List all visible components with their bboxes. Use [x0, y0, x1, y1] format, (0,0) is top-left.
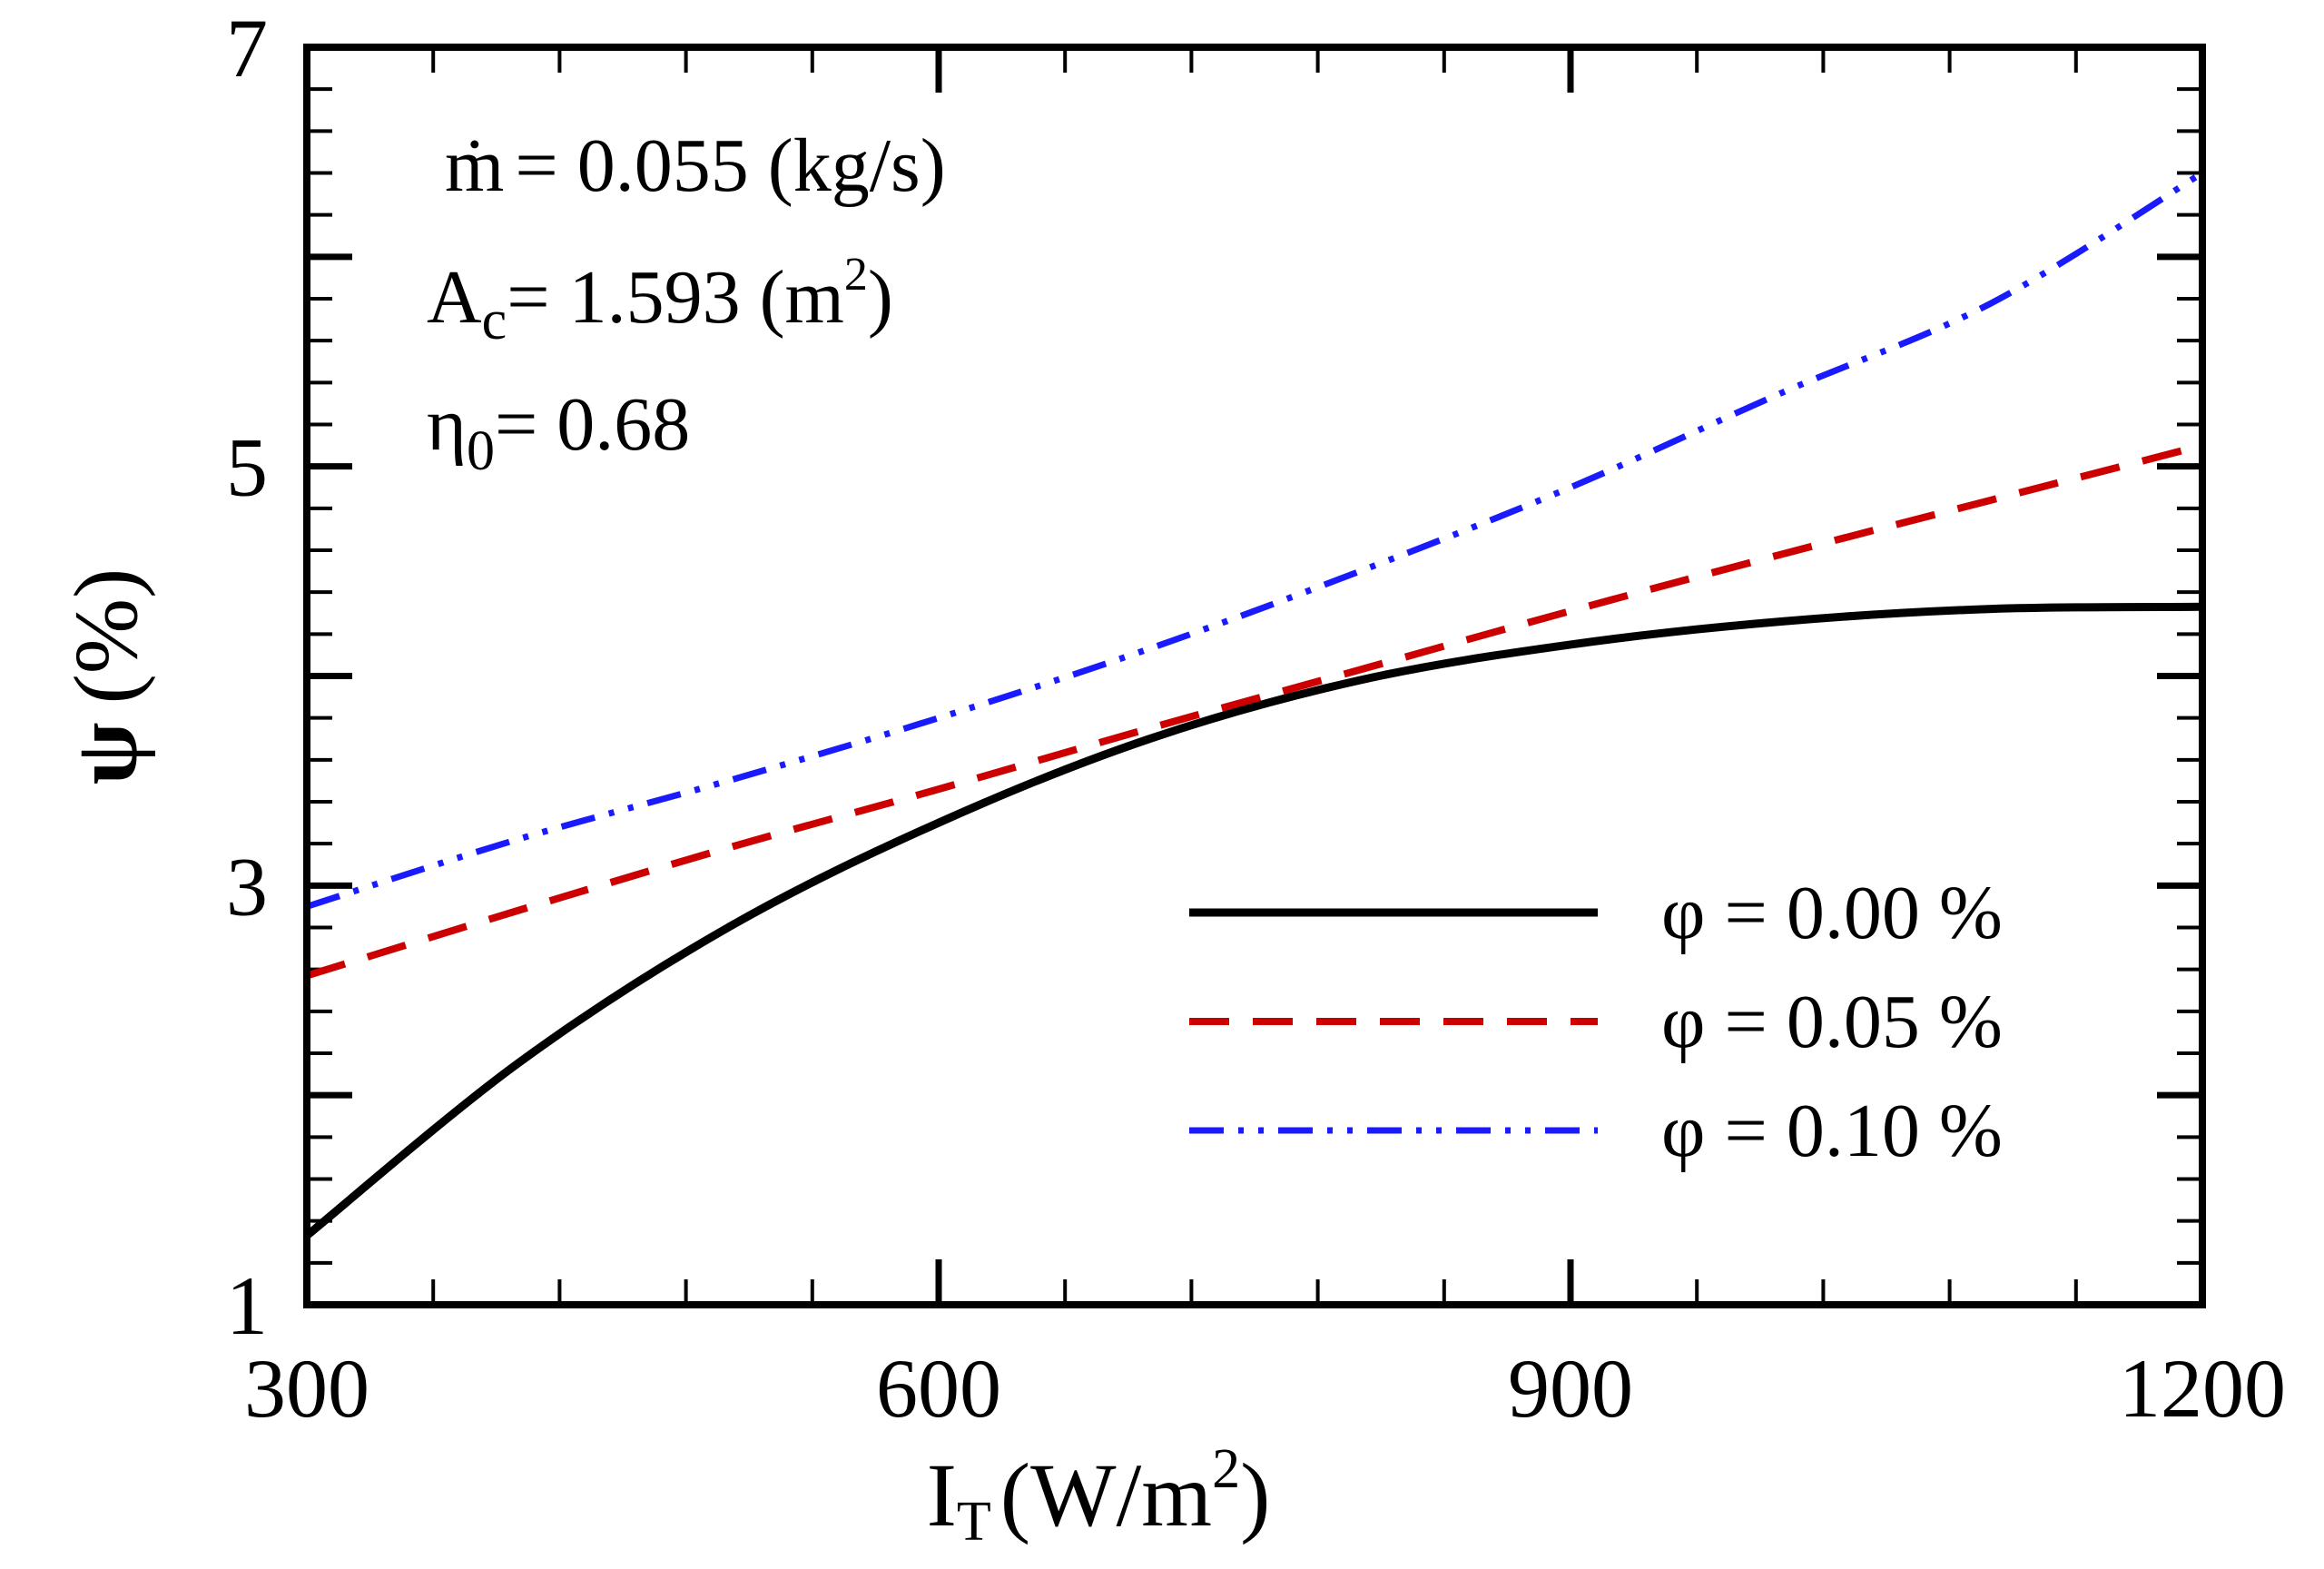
y-tick-labels: 1 3 5 7	[226, 2, 268, 1352]
x-tick-label: 900	[1508, 1342, 1633, 1435]
legend-label-0: φ = 0.00 %	[1661, 871, 2003, 955]
x-tick-label: 1200	[2119, 1342, 2286, 1435]
y-tick-label: 5	[226, 421, 268, 514]
x-tick-labels: 300 600 900 1200	[244, 1342, 2286, 1435]
legend: φ = 0.00 % φ = 0.05 % φ = 0.10 %	[1189, 871, 2003, 1173]
mass-flow-annotation: ṁ = 0.055 (kg/s)	[445, 123, 946, 208]
y-axis-label: ψ(%)	[55, 568, 156, 785]
x-tick-label: 600	[876, 1342, 1001, 1435]
y-tick-label: 3	[226, 840, 268, 933]
series-line-2	[305, 170, 2204, 910]
y-tick-label: 7	[226, 2, 268, 94]
legend-label-1: φ = 0.05 %	[1661, 980, 2003, 1064]
legend-label-2: φ = 0.10 %	[1661, 1089, 2003, 1173]
x-axis-label: IT (W/m2)	[927, 1438, 1271, 1553]
y-tick-label: 1	[226, 1259, 268, 1352]
x-tick-label: 300	[244, 1342, 369, 1435]
series-line-0	[304, 602, 2203, 1239]
collector-area-annotation: Ac= 1.593 (m2)	[427, 249, 893, 351]
series-lines	[304, 170, 2204, 1239]
plot-frame	[303, 44, 2206, 1308]
optical-efficiency-annotation: η0= 0.68	[427, 382, 690, 482]
series-line-1	[305, 441, 2204, 980]
